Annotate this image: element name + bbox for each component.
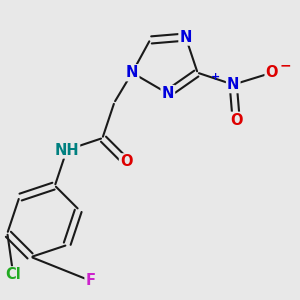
Text: N: N [179,30,192,45]
Text: Cl: Cl [5,267,21,282]
Text: +: + [211,72,220,82]
Text: NH: NH [55,142,79,158]
Text: O: O [230,113,242,128]
Text: N: N [227,77,239,92]
Text: O: O [120,154,133,169]
Text: N: N [162,86,174,101]
Text: O: O [266,65,278,80]
Text: −: − [279,58,291,72]
Text: N: N [126,65,138,80]
Text: F: F [85,273,96,288]
